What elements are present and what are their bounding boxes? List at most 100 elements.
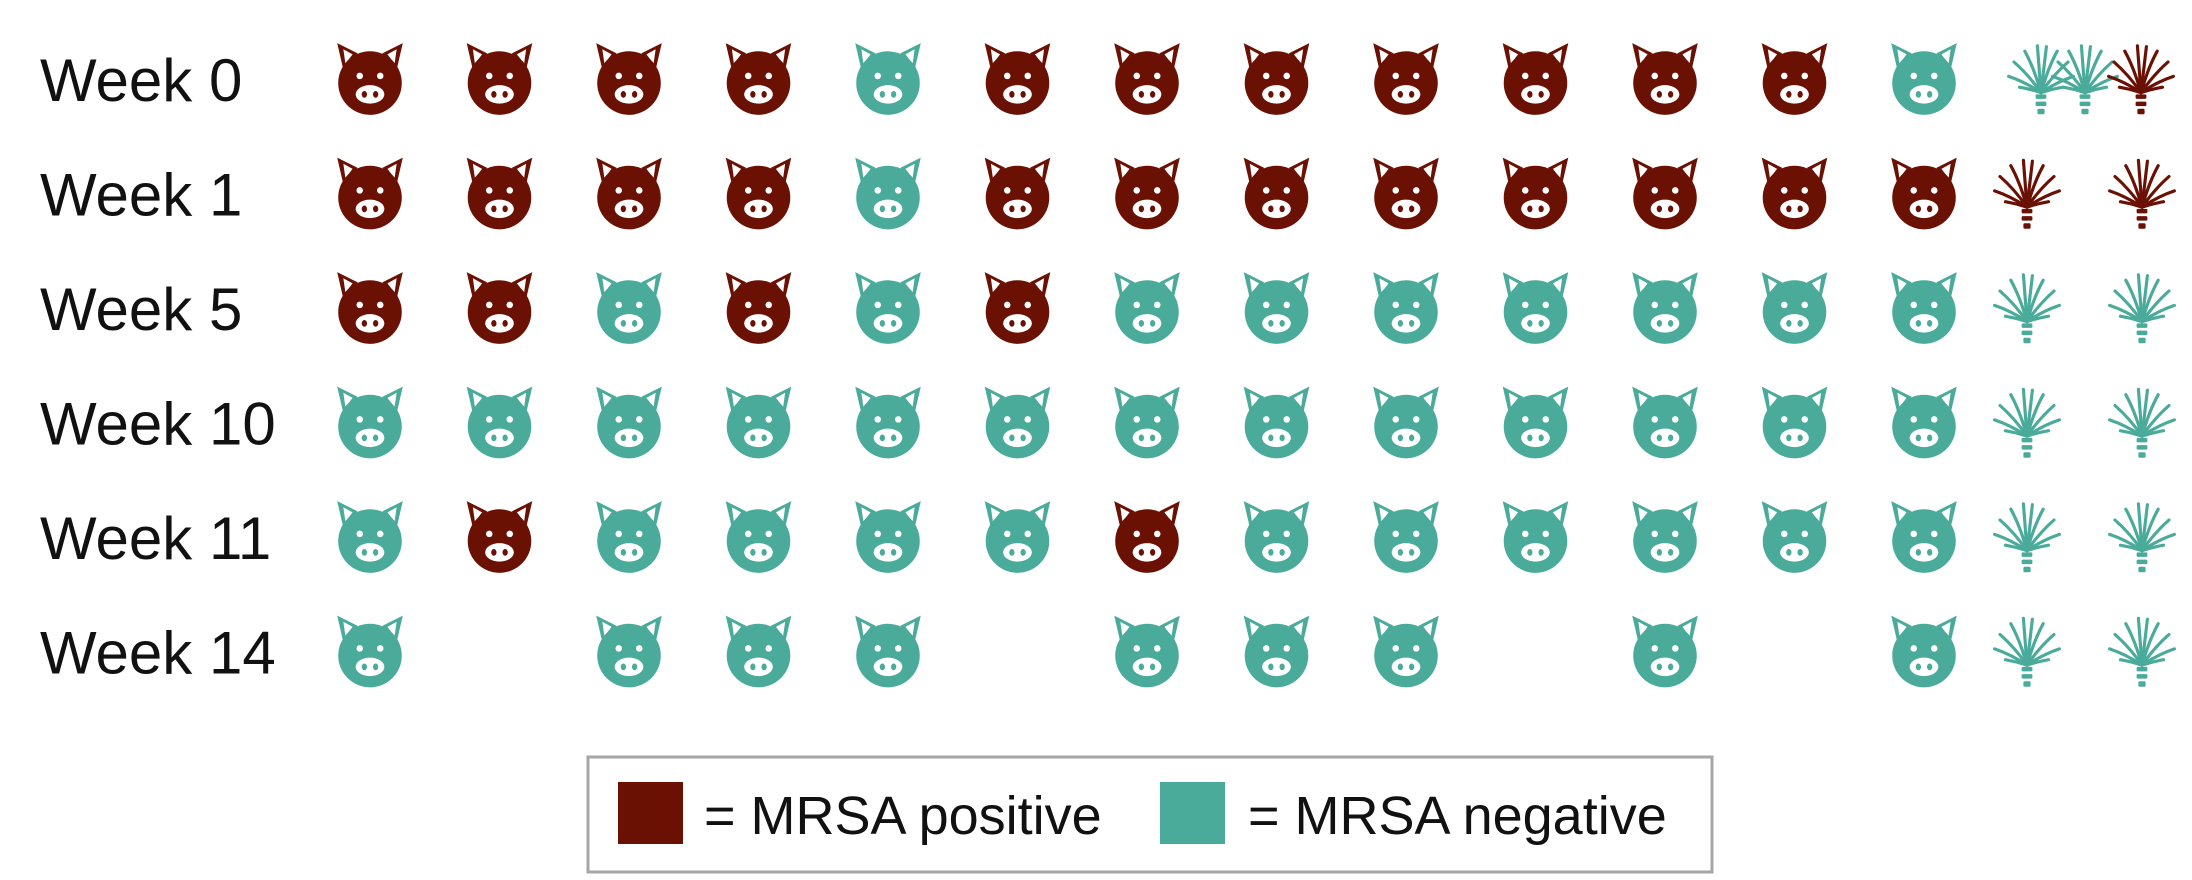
pig-face-icon bbox=[1373, 386, 1439, 459]
row-label: Week 1 bbox=[40, 162, 242, 229]
legend: = MRSA positive = MRSA negative bbox=[586, 755, 1714, 874]
pig-face-icon bbox=[1632, 615, 1698, 688]
pig-face-icon bbox=[855, 157, 921, 230]
plant-icon bbox=[2108, 502, 2176, 574]
pig-face-icon bbox=[596, 272, 662, 344]
plant-icon bbox=[1993, 387, 2061, 460]
pig-face-icon bbox=[984, 501, 1051, 573]
pig-face-icon bbox=[1891, 43, 1957, 115]
legend-frame bbox=[586, 755, 1714, 874]
legend-label-positive: = MRSA positive bbox=[704, 786, 1102, 846]
pig-face-icon bbox=[855, 615, 921, 688]
pig-face-icon bbox=[725, 615, 792, 688]
pig-face-icon bbox=[337, 386, 403, 459]
pig-face-icon bbox=[1114, 43, 1180, 115]
pig-face-icon bbox=[1114, 272, 1180, 344]
legend-swatch-negative bbox=[1160, 782, 1225, 844]
pig-face-icon bbox=[855, 386, 921, 459]
row-week-0: Week 0 bbox=[40, 43, 2175, 116]
pig-face-icon bbox=[855, 43, 921, 115]
pig-face-icon bbox=[1243, 43, 1310, 115]
plant-icon bbox=[1993, 616, 2061, 689]
row-week-1: Week 1 bbox=[40, 157, 2176, 231]
pig-face-icon bbox=[1761, 272, 1828, 344]
row-week-5: Week 5 bbox=[40, 272, 2176, 345]
plant-icon bbox=[2108, 616, 2176, 689]
pig-face-icon bbox=[1114, 501, 1180, 573]
pig-face-icon bbox=[1761, 386, 1828, 459]
row-label: Week 5 bbox=[40, 276, 242, 343]
plant-icon bbox=[2107, 44, 2175, 116]
row-label: Week 11 bbox=[40, 505, 271, 572]
pig-face-icon bbox=[1243, 615, 1310, 688]
pig-face-icon bbox=[1891, 501, 1957, 573]
row-week-14: Week 14 bbox=[40, 615, 2176, 689]
pig-face-icon bbox=[1761, 43, 1828, 115]
pig-face-icon bbox=[1373, 43, 1439, 115]
pig-face-icon bbox=[466, 272, 533, 344]
pig-face-icon bbox=[596, 157, 662, 230]
pig-face-icon bbox=[466, 43, 533, 115]
pig-face-icon bbox=[725, 272, 792, 344]
pig-face-icon bbox=[1632, 501, 1698, 573]
pig-face-icon bbox=[855, 272, 921, 344]
pig-face-icon bbox=[1502, 157, 1569, 230]
plant-icon bbox=[1993, 158, 2061, 231]
pig-face-icon bbox=[1891, 157, 1957, 230]
pig-face-icon bbox=[1891, 615, 1957, 688]
pig-face-icon bbox=[466, 157, 533, 230]
plant-icon bbox=[2108, 158, 2176, 231]
pig-face-icon bbox=[1243, 157, 1310, 230]
legend-swatch-positive bbox=[618, 782, 683, 844]
row-label: Week 10 bbox=[40, 391, 276, 458]
pig-face-icon bbox=[1243, 386, 1310, 459]
legend-label-negative: = MRSA negative bbox=[1248, 786, 1667, 846]
pig-face-icon bbox=[1502, 43, 1569, 115]
pig-face-icon bbox=[337, 615, 403, 688]
plant-icon bbox=[2108, 387, 2176, 460]
pig-face-icon bbox=[1373, 615, 1439, 688]
pig-face-icon bbox=[984, 43, 1051, 115]
pig-face-icon bbox=[1373, 157, 1439, 230]
row-label: Week 0 bbox=[40, 47, 242, 114]
pig-face-icon bbox=[1632, 272, 1698, 344]
pig-face-icon bbox=[1761, 501, 1828, 573]
pig-face-icon bbox=[1114, 386, 1180, 459]
pig-face-icon bbox=[984, 272, 1051, 344]
pig-face-icon bbox=[1373, 501, 1439, 573]
pig-face-icon bbox=[1761, 157, 1828, 230]
pig-face-icon bbox=[725, 501, 792, 573]
plant-icon bbox=[1993, 273, 2061, 345]
pig-face-icon bbox=[1114, 615, 1180, 688]
pig-face-icon bbox=[1632, 43, 1698, 115]
plant-icon bbox=[1993, 502, 2061, 574]
pig-face-icon bbox=[1502, 272, 1569, 344]
pig-face-icon bbox=[466, 386, 533, 459]
pig-face-icon bbox=[855, 501, 921, 573]
plant-icon bbox=[2051, 44, 2119, 116]
row-week-10: Week 10 bbox=[40, 386, 2176, 460]
pig-face-icon bbox=[1243, 501, 1310, 573]
pig-face-icon bbox=[984, 157, 1051, 230]
pig-face-icon bbox=[725, 386, 792, 459]
pig-face-icon bbox=[1373, 272, 1439, 344]
pig-face-icon bbox=[1891, 386, 1957, 459]
pig-face-icon bbox=[596, 615, 662, 688]
pig-face-icon bbox=[725, 43, 792, 115]
pig-face-icon bbox=[1632, 386, 1698, 459]
pig-face-icon bbox=[1243, 272, 1310, 344]
pig-face-icon bbox=[596, 386, 662, 459]
pig-face-icon bbox=[337, 272, 403, 344]
pig-face-icon bbox=[1114, 157, 1180, 230]
pig-face-icon bbox=[337, 157, 403, 230]
pig-face-icon bbox=[1632, 157, 1698, 230]
pig-face-icon bbox=[1502, 386, 1569, 459]
pig-face-icon bbox=[1891, 272, 1957, 344]
pig-face-icon bbox=[337, 501, 403, 573]
pig-face-icon bbox=[596, 501, 662, 573]
pig-face-icon bbox=[984, 386, 1051, 459]
pig-face-icon bbox=[1502, 501, 1569, 573]
pig-face-icon bbox=[725, 157, 792, 230]
pig-face-icon bbox=[466, 501, 533, 573]
